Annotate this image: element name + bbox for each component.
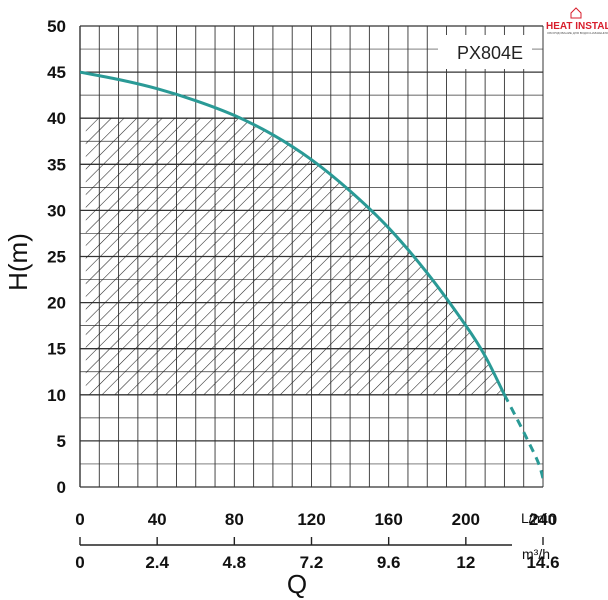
y-tick-label: 35 [47, 155, 66, 174]
x2-tick-label: 4.8 [223, 553, 247, 572]
x2-tick-label: 12 [456, 553, 475, 572]
x2-tick-label: 7.2 [300, 553, 324, 572]
x2-tick-label: 9.6 [377, 553, 401, 572]
x-tick-label: 120 [297, 510, 325, 529]
x-tick-label: 160 [374, 510, 402, 529]
y-tick-label: 30 [47, 201, 66, 220]
logo-tagline: ОБОРУДОВАНИЕ ДЛЯ ВОДОСНАБЖЕНИЯ [547, 31, 608, 35]
y-tick-label: 25 [47, 248, 66, 267]
x-tick-label: 40 [148, 510, 167, 529]
logo-text: HEAT INSTALL [546, 21, 608, 32]
x2-tick-label: 2.4 [145, 553, 169, 572]
y-tick-labels: 0 5 10 15 20 25 30 35 40 45 50 [47, 17, 66, 497]
y-tick-label: 5 [57, 432, 66, 451]
x-tick-label: 200 [452, 510, 480, 529]
x2-tick-labels: 0 2.4 4.8 7.2 9.6 12 14.6 [75, 537, 560, 572]
recommended-range-hatch [85, 118, 505, 395]
y-tick-label: 20 [47, 294, 66, 313]
x-tick-label: 0 [75, 510, 84, 529]
x2-tick-label: 0 [75, 553, 84, 572]
y-tick-label: 40 [47, 109, 66, 128]
x2-unit-label: m³/h [522, 546, 550, 562]
x-tick-labels: 0 40 80 120 160 200 240 [75, 510, 557, 529]
x-tick-label: 240 [529, 510, 557, 529]
model-label: PX804E [457, 43, 523, 63]
house-icon [570, 7, 582, 19]
pump-curve-extrapolated [503, 394, 543, 486]
y-tick-label: 10 [47, 386, 66, 405]
y-tick-label: 45 [47, 63, 66, 82]
y-tick-label: 50 [47, 17, 66, 36]
y-axis-title: H(m) [3, 233, 33, 291]
x-axis-title: Q [287, 569, 307, 599]
x2-tick-label: 14.6 [526, 553, 559, 572]
x-tick-label: 80 [225, 510, 244, 529]
x-unit-label: L/min [521, 510, 555, 526]
brand-logo: HEAT INSTALL ОБОРУДОВАНИЕ ДЛЯ ВОДОСНАБЖЕ… [546, 7, 608, 35]
y-tick-label: 15 [47, 340, 66, 359]
y-tick-label: 0 [57, 478, 66, 497]
pump-curve [80, 70, 506, 396]
curves [80, 70, 543, 486]
model-label-box [438, 35, 532, 69]
